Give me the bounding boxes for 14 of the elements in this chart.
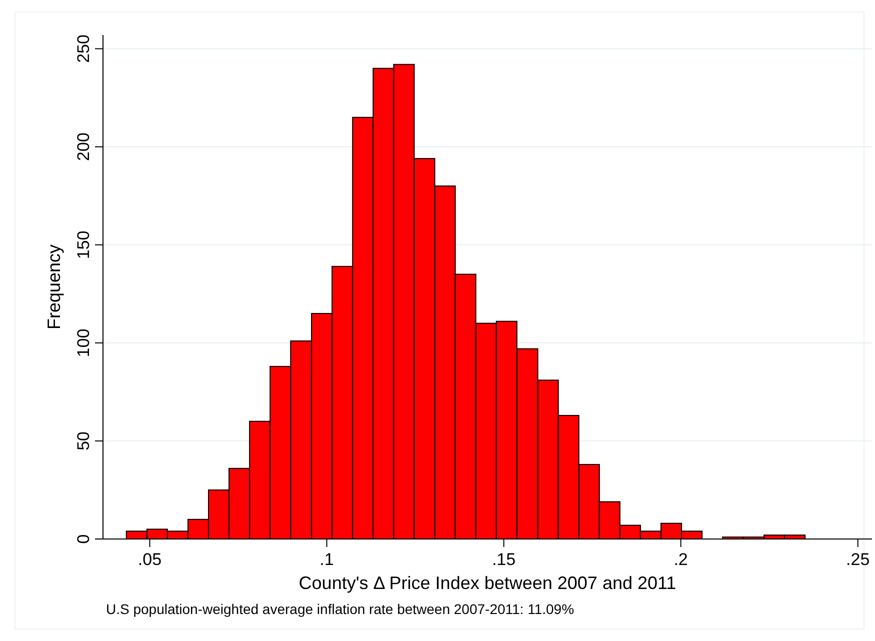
x-tick-label: .1 bbox=[320, 550, 334, 569]
text: U.S population-weighted average inflation rate between 2007-2011: 11.09% bbox=[106, 601, 574, 617]
x-tick-label: .15 bbox=[492, 550, 516, 569]
x-tick-label: .25 bbox=[846, 550, 870, 569]
x-tick-label: .05 bbox=[138, 550, 162, 569]
y-tick-label: 250 bbox=[74, 34, 93, 63]
x-axis-title: County's Δ Price Index between 2007 and 2011 bbox=[298, 573, 676, 593]
y-tick-label: 100 bbox=[74, 328, 93, 358]
x-tick-label: .2 bbox=[674, 550, 688, 569]
y-tick-label: 200 bbox=[74, 132, 93, 161]
y-tick-label: 50 bbox=[74, 431, 93, 450]
y-tick-label: 0 bbox=[74, 534, 93, 544]
y-tick-label: 150 bbox=[74, 230, 93, 260]
y-axis-title: Frequency bbox=[44, 244, 64, 330]
